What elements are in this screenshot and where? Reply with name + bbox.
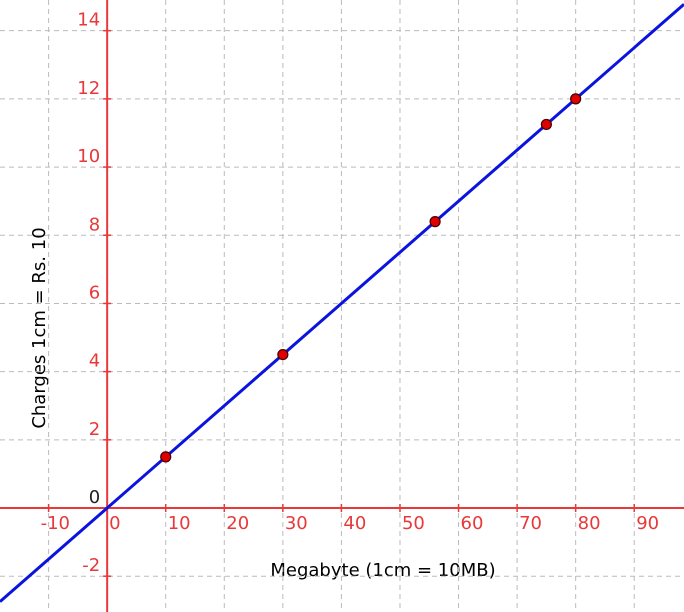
- x-tick-label: 60: [461, 513, 484, 534]
- y-tick-label: 14: [77, 10, 100, 31]
- x-tick-label: 80: [578, 513, 601, 534]
- y-tick-label: 10: [77, 146, 100, 167]
- point: [160, 451, 172, 463]
- x-tick-label: 30: [285, 513, 308, 534]
- point: [540, 118, 552, 131]
- y-tick-label: 4: [89, 351, 100, 372]
- x-tick-label: 90: [636, 513, 659, 534]
- x-tick-label: 50: [402, 513, 425, 534]
- x-tick-label: 20: [226, 513, 249, 534]
- point: [570, 93, 582, 105]
- y-tick-label: 2: [89, 419, 100, 440]
- y-tick-label: 0: [89, 487, 100, 508]
- x-tick-label: 40: [343, 513, 366, 534]
- x-tick-label: -10: [41, 513, 70, 534]
- y-tick-label: -2: [82, 555, 100, 576]
- x-tick-label: 0: [109, 513, 120, 534]
- y-axis-label: Charges 1cm = Rs. 10: [29, 227, 50, 428]
- trend-line: [0, 3, 684, 603]
- point: [429, 216, 441, 228]
- y-tick-label: 8: [89, 214, 100, 235]
- y-tick-label: 12: [77, 78, 100, 99]
- y-tick-label: 6: [89, 282, 100, 303]
- x-axis-label: Megabyte (1cm = 10MB): [270, 560, 495, 581]
- x-tick-label: 70: [519, 513, 542, 534]
- point: [277, 348, 289, 361]
- x-tick-label: 10: [168, 513, 191, 534]
